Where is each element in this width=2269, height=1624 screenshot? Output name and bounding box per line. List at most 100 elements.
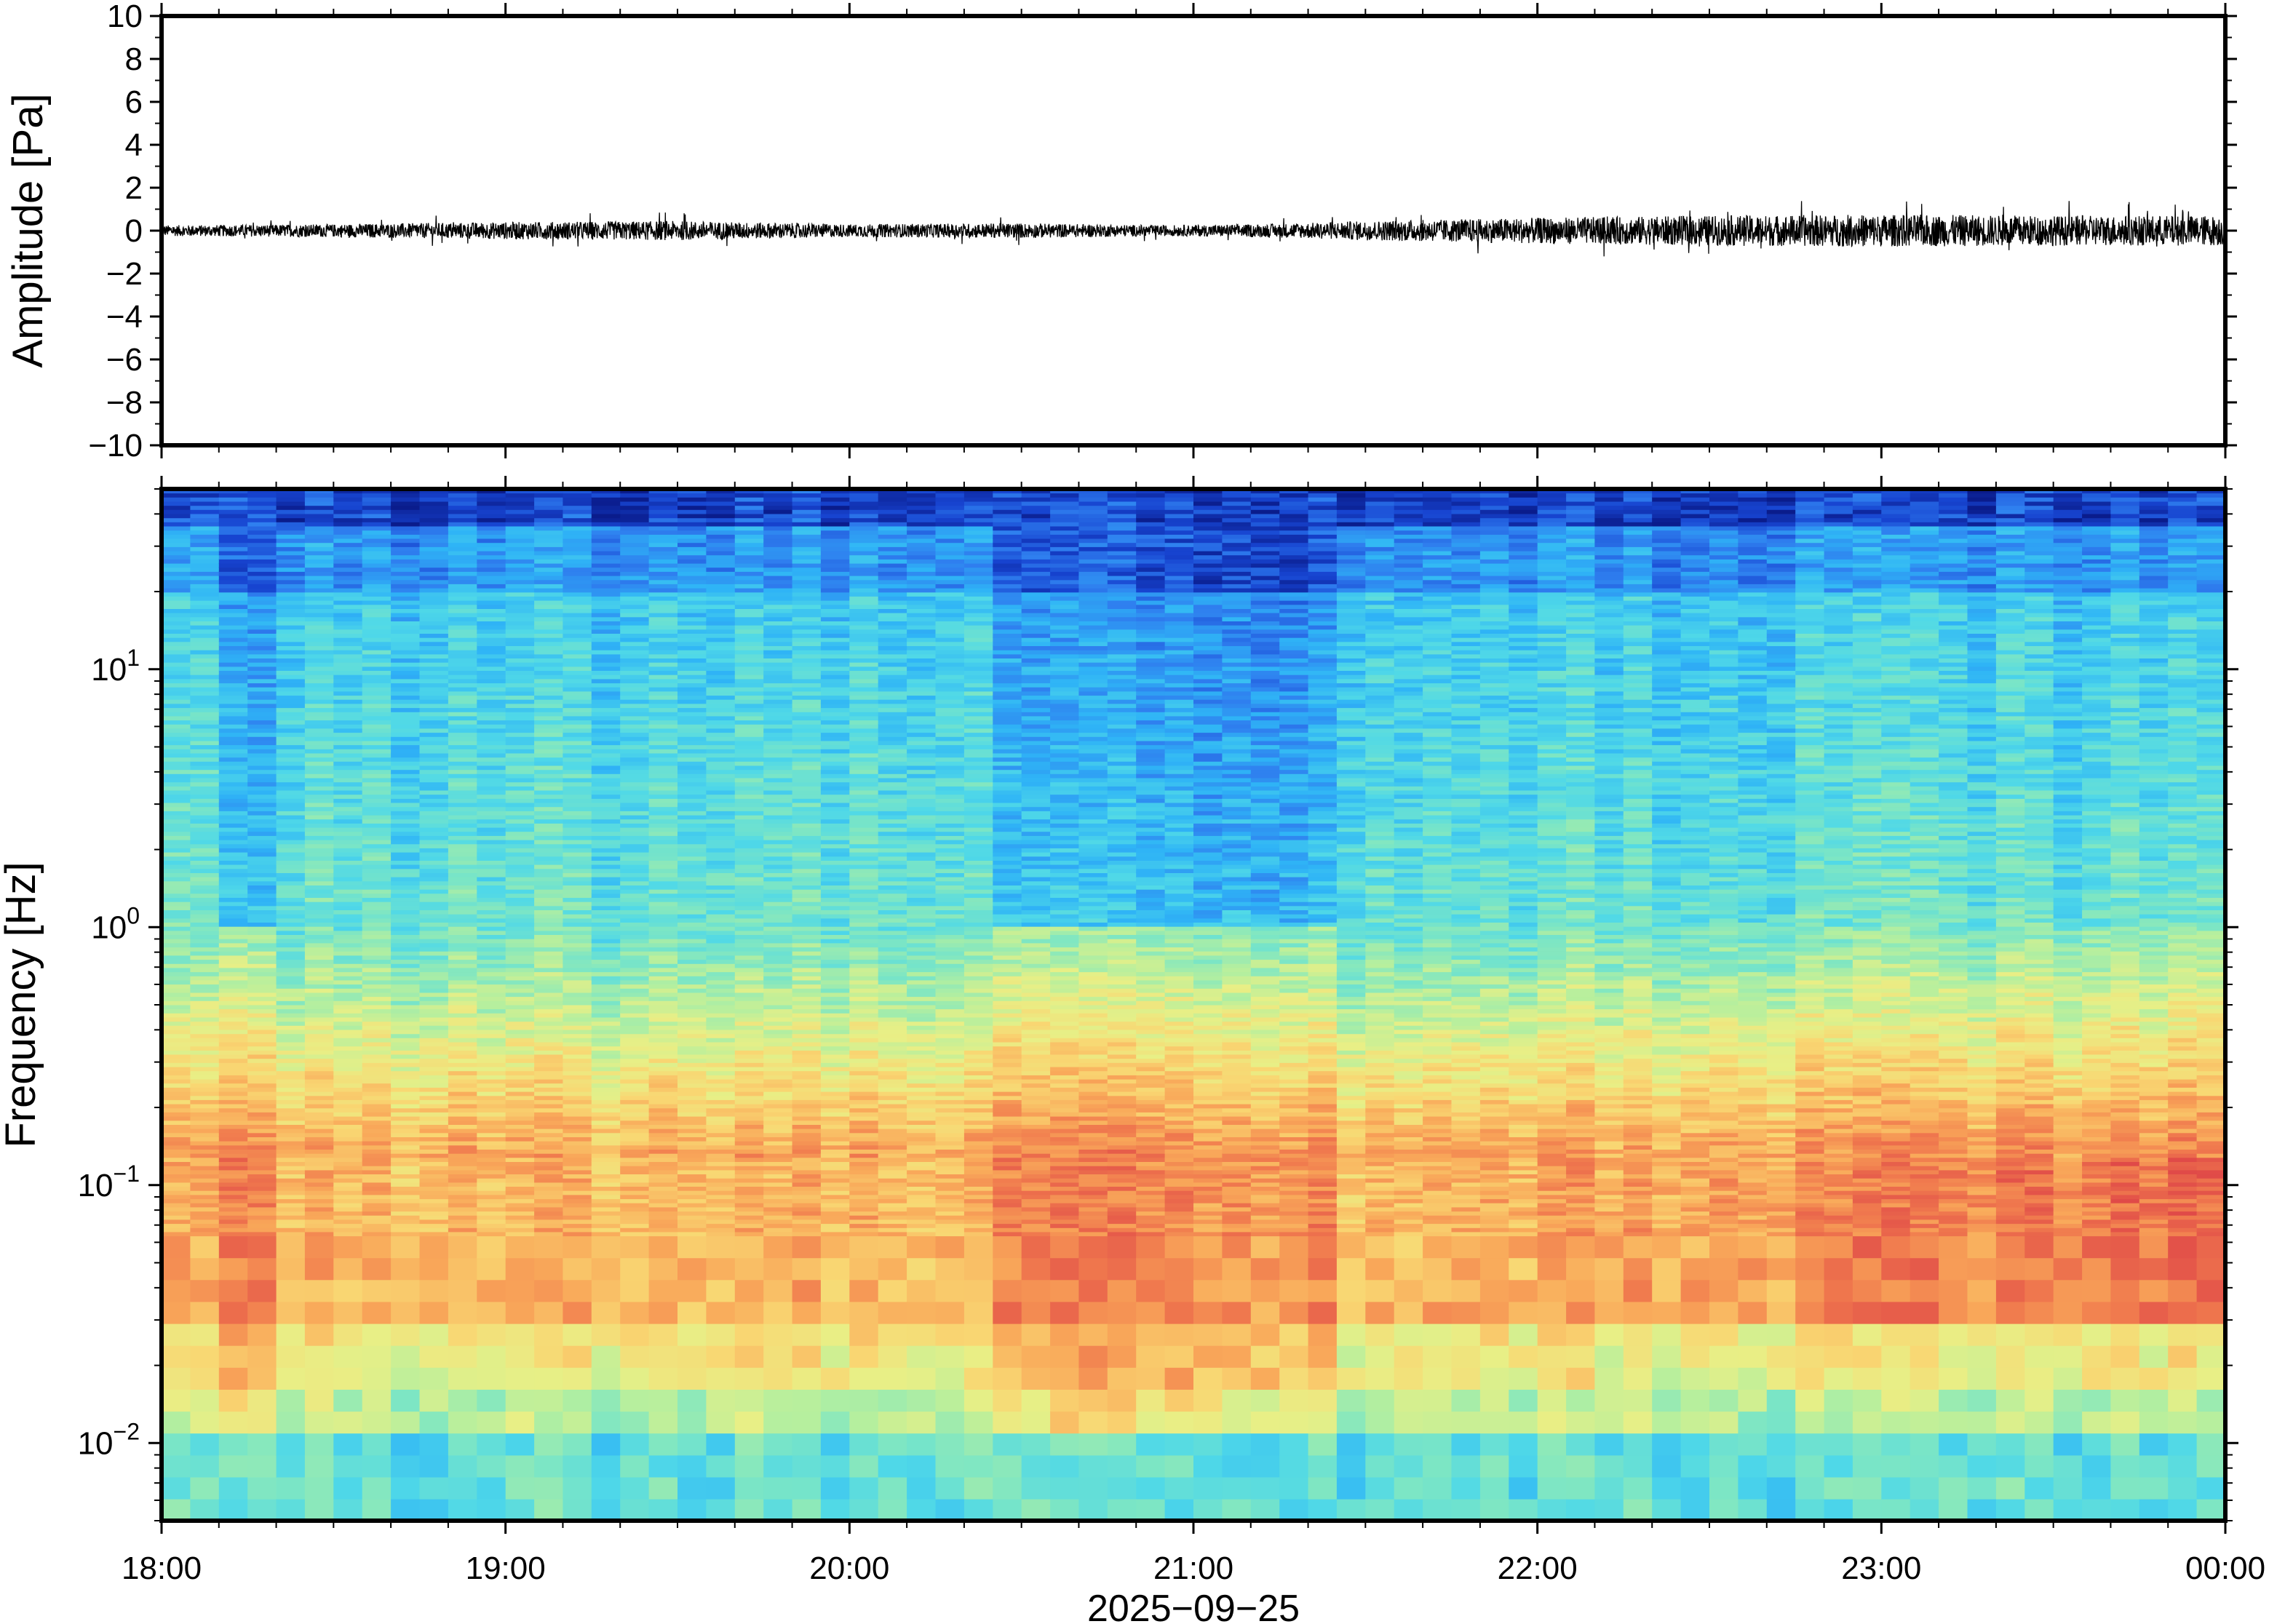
spectrogram-cell [849,740,879,746]
spectrogram-cell [304,1214,335,1220]
spectrogram-cell [648,509,678,514]
spectrogram-cell [276,501,306,506]
spectrogram-cell [419,501,449,506]
spectrogram-cell [419,885,449,890]
spectrogram-cell [448,975,478,981]
spectrogram-cell [304,839,335,845]
spectrogram-cell [190,682,220,688]
spectrogram-cell [190,538,220,544]
spectrogram-cell [534,674,564,680]
spectrogram-cell [706,901,736,907]
spectrogram-cell [477,794,506,799]
spectrogram-cell [419,1124,449,1129]
spectrogram-cell [162,893,191,898]
spectrogram-cell [849,1078,879,1084]
spectrogram-cell [792,959,822,964]
spectrogram-cell [362,856,392,861]
spectrogram-cell [620,864,650,869]
spectrogram-cell [820,1025,851,1030]
spectrogram-cell [362,798,392,803]
spectrogram-cell [419,761,449,766]
spectrogram-cell [820,979,851,985]
spectrogram-cell [591,1279,621,1302]
spectrogram-cell [563,550,592,556]
spectrogram-cell [563,1411,592,1434]
spectrogram-cell [563,658,592,663]
spectrogram-cell [591,1186,621,1191]
spectrogram-cell [620,1091,650,1096]
spectrogram-cell [820,1128,851,1134]
spectrogram-cell [563,823,592,828]
spectrogram-cell [820,1016,851,1022]
spectrogram-cell [620,885,650,890]
spectrogram-cell [419,509,449,514]
spectrogram-cell [591,525,621,531]
spectrogram-cell [734,749,764,754]
spectrogram-cell [706,1107,736,1112]
spectrogram-cell [620,781,650,787]
spectrogram-cell [563,1103,592,1109]
spectrogram-cell [247,616,277,621]
spectrogram-cell [448,1046,478,1051]
spectrogram-cell [620,1016,650,1022]
spectrogram-cell [448,579,478,584]
spectrogram-cell [849,1174,879,1179]
spectrogram-cell [162,918,191,923]
spectrogram-cell [247,888,277,894]
spectrogram-cell [706,975,736,981]
spectrogram-cell [534,1227,564,1233]
spectrogram-cell [419,1075,449,1080]
spectrogram-cell [820,715,851,721]
spectrogram-cell [763,1476,793,1500]
spectrogram-cell [448,942,478,948]
spectrogram-cell [190,913,220,919]
spectrogram-cell [648,744,678,749]
spectrogram-cell [304,996,335,1001]
spectrogram-cell [419,1157,449,1162]
spectrogram-cell [534,1070,564,1075]
spectrogram-cell [534,1153,564,1158]
spectrogram-cell [792,744,822,749]
spectrogram-cell [362,955,392,960]
spectrogram-cell [505,740,535,746]
spectrogram-cell [218,1046,248,1051]
spectrogram-cell [563,1099,592,1104]
spectrogram-cell [734,612,764,618]
spectrogram-cell [304,1075,335,1080]
spectrogram-cell [477,1206,506,1212]
spectrogram-cell [276,1132,306,1137]
spectrogram-cell [162,666,191,671]
spectrogram-cell [162,955,191,960]
spectrogram-cell [648,670,678,675]
spectrogram-cell [849,517,879,522]
spectrogram-cell [162,1140,191,1146]
spectrogram-cell [734,575,764,581]
spectrogram-cell [362,1219,392,1225]
spectrogram-cell [218,621,248,626]
spectrogram-cell [620,554,650,560]
spectrogram-cell [648,641,678,646]
spectrogram-cell [820,621,851,626]
spectrogram-cell [190,971,220,976]
spectrogram-cell [620,1257,650,1281]
spectrogram-cell [534,517,564,522]
spectrogram-cell [792,616,822,621]
spectrogram-cell [477,1000,506,1006]
spectrogram-cell [534,1041,564,1047]
spectrogram-cell [648,612,678,618]
spectrogram-cell [849,732,879,737]
spectrogram-cell [190,629,220,634]
spectrogram-cell [419,1095,449,1100]
spectrogram-cell [792,1083,822,1088]
spectrogram-cell [734,1091,764,1096]
spectrogram-cell [648,856,678,861]
spectrogram-cell [563,525,592,531]
spectrogram-cell [419,525,449,531]
spectrogram-cell [620,1033,650,1038]
spectrogram-cell [276,868,306,873]
spectrogram-cell [477,608,506,613]
spectrogram-cell [563,1206,592,1212]
spectrogram-cell [419,802,449,808]
spectrogram-cell [648,913,678,919]
spectrogram-cell [218,975,248,981]
